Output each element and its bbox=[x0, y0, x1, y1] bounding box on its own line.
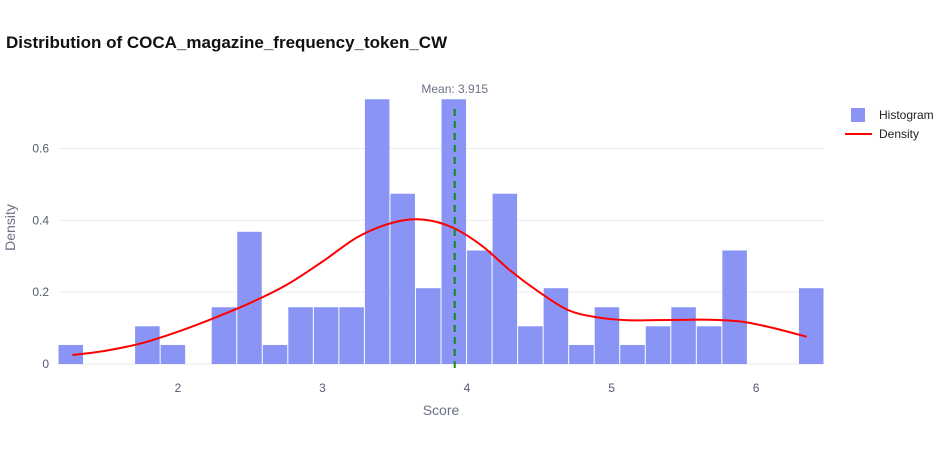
x-tick-label: 2 bbox=[175, 381, 182, 395]
y-axis-title: Density bbox=[2, 204, 18, 251]
x-tick-label: 5 bbox=[608, 381, 615, 395]
chart-title: Distribution of COCA_magazine_frequency_… bbox=[6, 33, 448, 52]
legend-item-density[interactable]: Density bbox=[845, 127, 919, 141]
histogram-bar[interactable] bbox=[569, 344, 594, 364]
histogram-bar[interactable] bbox=[262, 344, 288, 364]
y-axis-ticks: 0 0.2 0.4 0.6 bbox=[32, 141, 49, 371]
histogram-bar[interactable] bbox=[135, 326, 160, 364]
legend-item-histogram[interactable]: Histogram bbox=[851, 108, 934, 122]
legend-histogram-swatch bbox=[851, 108, 865, 122]
histogram-bar[interactable] bbox=[671, 307, 696, 364]
histogram-bar[interactable] bbox=[313, 307, 339, 364]
y-tick-label: 0.6 bbox=[32, 141, 49, 155]
histogram-bar[interactable] bbox=[518, 326, 543, 364]
histogram-bar[interactable] bbox=[160, 344, 186, 364]
legend[interactable]: Histogram Density bbox=[845, 108, 934, 141]
histogram-bar[interactable] bbox=[339, 307, 364, 364]
mean-annotation: Mean: 3.915 bbox=[421, 82, 488, 96]
histogram-bar[interactable] bbox=[798, 288, 824, 364]
histogram-bar[interactable] bbox=[237, 231, 262, 364]
density-line[interactable] bbox=[72, 218, 807, 357]
y-tick-label: 0.4 bbox=[32, 213, 49, 227]
x-axis-title: Score bbox=[423, 402, 460, 418]
histogram-bars[interactable] bbox=[58, 99, 824, 364]
x-tick-label: 6 bbox=[753, 381, 760, 395]
histogram-bar[interactable] bbox=[58, 344, 84, 364]
histogram-bar[interactable] bbox=[288, 307, 313, 364]
histogram-bar[interactable] bbox=[645, 326, 671, 364]
histogram-bar[interactable] bbox=[211, 307, 237, 364]
legend-density-label: Density bbox=[879, 127, 919, 141]
x-tick-label: 3 bbox=[319, 381, 326, 395]
x-axis-ticks: 2 3 4 5 6 bbox=[175, 381, 760, 395]
histogram-bar[interactable] bbox=[696, 326, 722, 364]
legend-histogram-label: Histogram bbox=[879, 108, 934, 122]
histogram-bar[interactable] bbox=[543, 288, 569, 364]
histogram-bar[interactable] bbox=[722, 250, 747, 364]
histogram-bar[interactable] bbox=[415, 288, 441, 364]
histogram-bar[interactable] bbox=[492, 193, 518, 364]
x-tick-label: 4 bbox=[464, 381, 471, 395]
histogram-bar[interactable] bbox=[594, 307, 620, 364]
histogram-bar[interactable] bbox=[467, 250, 492, 364]
y-tick-label: 0 bbox=[42, 357, 49, 371]
y-tick-label: 0.2 bbox=[32, 285, 49, 299]
histogram-bar[interactable] bbox=[620, 344, 645, 364]
gridlines bbox=[58, 147, 824, 365]
